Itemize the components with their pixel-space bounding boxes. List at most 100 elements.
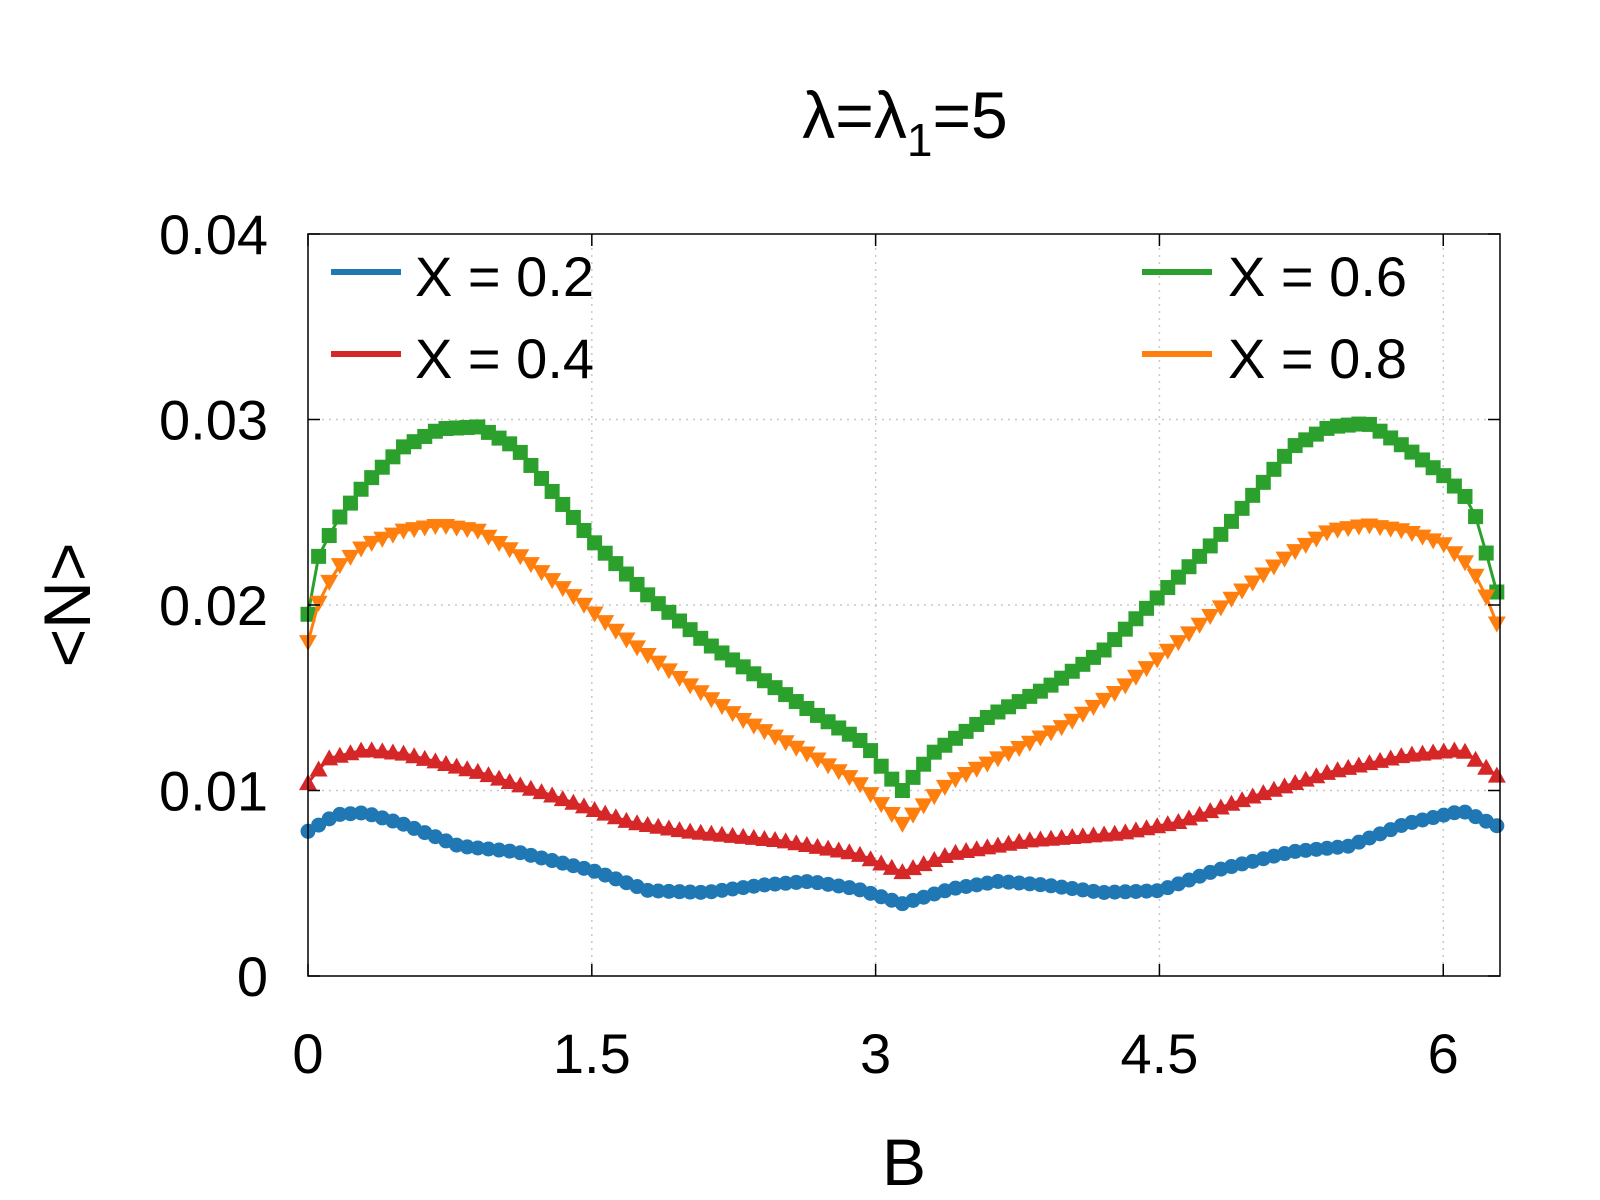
data-point-triangle-down — [1169, 635, 1188, 652]
data-point-circle — [650, 883, 666, 899]
series-layer — [299, 416, 1506, 912]
data-point-square — [1478, 545, 1494, 561]
data-point-triangle-down — [1010, 740, 1029, 757]
data-point-triangle-up — [511, 776, 530, 793]
y-tick-label: 0.03 — [159, 389, 268, 452]
data-point-triangle-down — [373, 531, 392, 548]
data-point-triangle-down — [309, 595, 328, 612]
data-point-triangle-up — [436, 755, 455, 772]
data-point-triangle-down — [850, 777, 869, 794]
data-point-triangle-down — [1158, 643, 1177, 660]
data-point-triangle-down — [1063, 713, 1082, 730]
data-point-square — [1468, 509, 1484, 525]
data-point-triangle-up — [458, 760, 477, 777]
series-line — [306, 422, 1499, 793]
chart-title-suffix: =5 — [932, 78, 1007, 152]
legend: X = 0.2 X = 0.4 X = 0.6 X = 0.8 — [331, 245, 1407, 390]
data-point-square — [534, 470, 550, 486]
data-point-triangle-up — [904, 859, 923, 876]
data-point-triangle-down — [383, 527, 402, 544]
data-point-triangle-down — [734, 713, 753, 730]
data-point-triangle-up — [659, 819, 678, 836]
data-point-triangle-up — [840, 843, 859, 860]
data-point-triangle-down — [882, 806, 901, 823]
data-point-square — [1213, 526, 1229, 542]
data-point-triangle-down — [1084, 699, 1103, 716]
data-point-triangle-down — [712, 699, 731, 716]
data-point-square — [1223, 513, 1239, 529]
data-point-triangle-down — [617, 632, 636, 649]
data-point-triangle-down — [352, 541, 371, 558]
data-point-triangle-down — [574, 597, 593, 614]
data-point-triangle-down — [1328, 522, 1347, 539]
data-point-circle — [1446, 805, 1462, 821]
data-point-triangle-up — [394, 744, 413, 761]
data-point-triangle-down — [872, 797, 891, 814]
data-point-triangle-up — [670, 821, 689, 838]
data-point-triangle-down — [585, 606, 604, 623]
data-point-square — [1245, 487, 1261, 503]
series-08 — [299, 518, 1506, 833]
data-point-triangle-down — [500, 542, 519, 559]
data-point-triangle-down — [1286, 544, 1305, 561]
data-point-square — [332, 509, 348, 525]
data-point-triangle-down — [405, 522, 424, 539]
data-point-triangle-up — [882, 858, 901, 875]
data-point-triangle-down — [1466, 568, 1485, 585]
data-point-square — [863, 743, 879, 759]
data-point-triangle-up — [787, 834, 806, 851]
data-point-triangle-up — [468, 762, 487, 779]
axis-ticks: 0 1.5 3 4.5 6 0 0.01 0.02 0.03 0.04 — [159, 203, 1500, 1085]
chart-title-base: λ=λ — [802, 78, 907, 152]
data-point-square — [576, 522, 592, 538]
data-point-triangle-up — [479, 766, 498, 783]
data-point-circle — [342, 806, 358, 822]
y-tick-label: 0 — [237, 945, 268, 1008]
data-point-triangle-up — [553, 790, 572, 807]
data-point-square — [353, 481, 369, 497]
data-point-triangle-down — [808, 752, 827, 769]
data-point-triangle-up — [861, 850, 880, 867]
data-point-triangle-down — [1233, 583, 1252, 600]
data-point-triangle-up — [819, 839, 838, 856]
x-tick-label: 6 — [1428, 1022, 1459, 1085]
data-point-triangle-down — [1477, 589, 1496, 606]
data-point-triangle-up — [574, 797, 593, 814]
data-point-triangle-down — [988, 751, 1007, 768]
data-point-triangle-down — [999, 746, 1018, 763]
data-point-triangle-up — [596, 804, 615, 821]
data-point-triangle-down — [829, 764, 848, 781]
data-point-triangle-down — [330, 558, 349, 575]
chart-title-subscript: 1 — [907, 114, 933, 166]
data-point-triangle-down — [797, 746, 816, 763]
data-point-triangle-up — [1466, 750, 1485, 767]
data-point-circle — [1107, 884, 1123, 900]
data-point-triangle-down — [596, 615, 615, 632]
data-point-triangle-up — [617, 811, 636, 828]
data-point-square — [905, 769, 921, 785]
legend-label-x02: X = 0.2 — [415, 245, 594, 308]
data-point-triangle-down — [1180, 626, 1199, 643]
data-point-triangle-down — [532, 565, 551, 582]
data-point-triangle-down — [564, 589, 583, 606]
data-point-triangle-up — [521, 779, 540, 796]
data-point-triangle-down — [1116, 678, 1135, 695]
data-point-circle — [1117, 884, 1133, 900]
data-point-triangle-down — [776, 735, 795, 752]
data-point-triangle-down — [1434, 537, 1453, 554]
data-point-triangle-up — [1487, 766, 1506, 783]
data-point-triangle-down — [606, 623, 625, 640]
data-point-triangle-up — [383, 743, 402, 760]
data-point-triangle-up — [925, 851, 944, 868]
data-point-square — [342, 495, 358, 511]
data-point-triangle-down — [1339, 521, 1358, 538]
data-point-triangle-down — [649, 655, 668, 672]
data-point-triangle-down — [362, 535, 381, 552]
x-tick-label: 1.5 — [553, 1022, 631, 1085]
data-point-triangle-down — [1317, 525, 1336, 542]
data-point-triangle-down — [904, 807, 923, 824]
data-point-square — [873, 758, 889, 774]
data-point-square — [1202, 538, 1218, 554]
data-point-triangle-down — [1211, 600, 1230, 617]
data-point-triangle-down — [1264, 559, 1283, 576]
